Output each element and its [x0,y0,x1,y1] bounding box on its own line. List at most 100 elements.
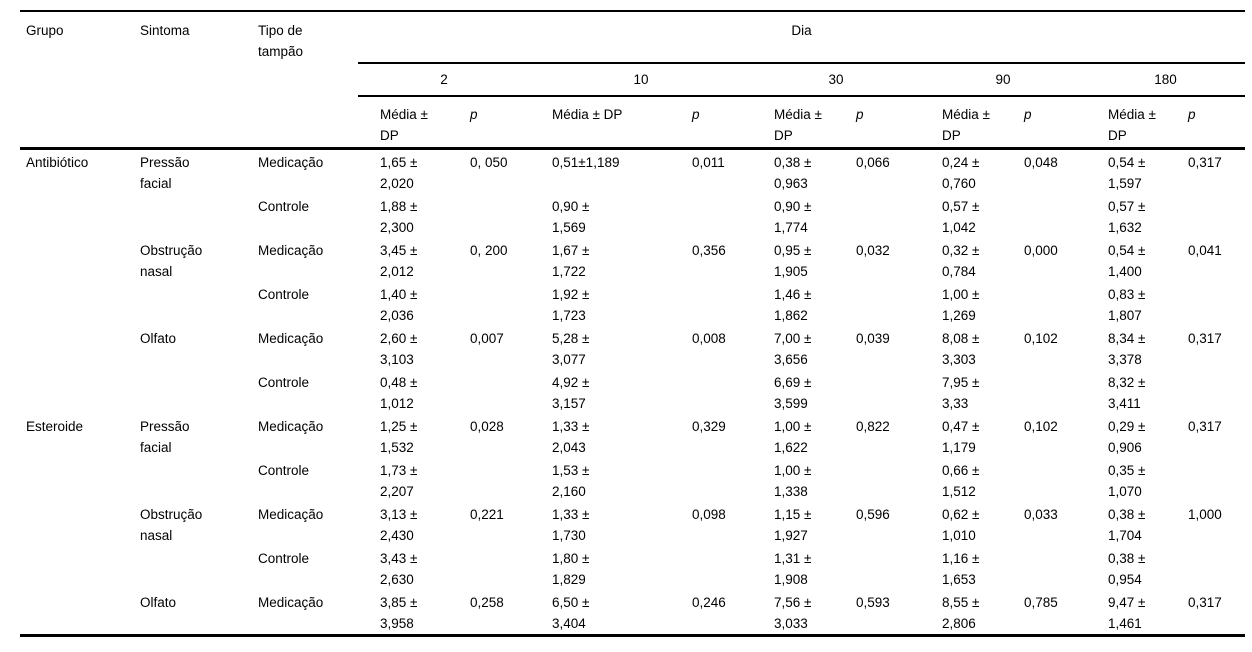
cell-tipo-tampao: Controle [258,550,310,566]
cell-media-dp: 0,57 ± 1,632 [1108,198,1146,235]
cell-media-dp: 5,28 ± 3,077 [552,330,590,367]
cell-p-value: 0,028 [470,418,504,434]
cell-media-dp: 3,43 ± 2,630 [380,550,418,587]
cell-grupo [20,546,134,590]
cell-media-dp: 0,66 ± 1,512 [942,462,980,499]
cell-media-dp: 0,35 ± 1,070 [1108,462,1146,499]
day-col-header-10: 10 [530,63,752,97]
table-row: Controle 1,40 ± 2,036 1,92 ± 1,723 1,46 … [20,282,1245,326]
cell-media-dp: 0,57 ± 1,042 [942,198,980,235]
cell-p-value: 0,048 [1024,154,1058,170]
cell-p-value: 0,221 [470,506,504,522]
cell-p-value: 0,246 [692,594,726,610]
cell-sintoma [134,194,252,238]
cell-p-value: 0, 200 [470,242,508,258]
cell-p-value: 0,596 [856,506,890,522]
cell-p-value: 0,102 [1024,330,1058,346]
cell-tipo-tampao: Medicação [258,418,324,434]
subheader-media-dp: Média ± DP [358,96,448,150]
cell-media-dp: 0,83 ± 1,807 [1108,286,1146,323]
cell-media-dp: 0,29 ± 0,906 [1108,418,1146,455]
cell-p-value: 0,008 [692,330,726,346]
col-header-grupo: Grupo [20,11,134,150]
cell-p-value [1002,546,1086,590]
cell-p-value [1002,458,1086,502]
cell-tipo-tampao: Controle [258,374,310,390]
cell-tipo-tampao: Medicação [258,330,324,346]
cell-sintoma: Pressão facial [140,154,190,191]
cell-media-dp: 0,24 ± 0,760 [942,154,980,191]
cell-p-value: 0,317 [1188,330,1222,346]
cell-media-dp: 0,47 ± 1,179 [942,418,980,455]
cell-media-dp: 3,13 ± 2,430 [380,506,418,543]
cell-p-value: 0,041 [1188,242,1222,258]
cell-media-dp: 8,08 ± 3,303 [942,330,980,367]
cell-p-value: 0,317 [1188,418,1222,434]
table-row: Obstrução nasal Medicação 3,45 ± 2,012 0… [20,238,1245,282]
cell-grupo [20,502,134,546]
symptom-scores-table: Grupo Sintoma Tipo de tampão Dia 2 10 30… [20,10,1246,637]
cell-grupo [20,238,134,282]
cell-media-dp: 9,47 ± 1,461 [1108,594,1146,631]
subheader-media-dp: Média ± DP [1086,96,1166,150]
cell-p-value: 0,033 [1024,506,1058,522]
cell-grupo [20,370,134,414]
cell-media-dp: 7,56 ± 3,033 [774,594,812,631]
cell-p-value [1002,282,1086,326]
cell-media-dp: 0,90 ± 1,774 [774,198,812,235]
cell-media-dp: 6,50 ± 3,404 [552,594,590,631]
cell-media-dp: 1,73 ± 2,207 [380,462,418,499]
cell-p-value: 0,822 [856,418,890,434]
cell-grupo [20,282,134,326]
col-header-sintoma: Sintoma [134,11,252,150]
cell-media-dp: 3,85 ± 3,958 [380,594,418,631]
cell-p-value [834,282,920,326]
cell-p-value [448,458,530,502]
table-row: Controle 3,43 ± 2,630 1,80 ± 1,829 1,31 … [20,546,1245,590]
cell-media-dp: 1,25 ± 1,532 [380,418,418,455]
cell-media-dp: 0,51±1,189 [552,154,620,170]
table-row: Controle 1,73 ± 2,207 1,53 ± 2,160 1,00 … [20,458,1245,502]
subheader-p: p [834,96,920,150]
cell-media-dp: 7,00 ± 3,656 [774,330,812,367]
cell-sintoma: Obstrução nasal [140,242,203,279]
day-col-header-90: 90 [920,63,1086,97]
cell-p-value: 0,258 [470,594,504,610]
cell-p-value [1166,546,1245,590]
cell-media-dp: 8,55 ± 2,806 [942,594,980,631]
cell-media-dp: 0,38 ± 0,963 [774,154,812,191]
cell-media-dp: 0,32 ± 0,784 [942,242,980,279]
cell-media-dp: 1,33 ± 2,043 [552,418,590,455]
cell-p-value [834,194,920,238]
cell-media-dp: 8,34 ± 3,378 [1108,330,1146,367]
day-col-header-2: 2 [358,63,530,97]
cell-media-dp: 1,67 ± 1,722 [552,242,590,279]
cell-media-dp: 0,95 ± 1,905 [774,242,812,279]
cell-media-dp: 1,65 ± 2,020 [380,154,418,191]
cell-grupo [20,590,134,636]
cell-media-dp: 0,62 ± 1,010 [942,506,980,543]
cell-p-value: 0,329 [692,418,726,434]
subheader-media-dp: Média ± DP [752,96,834,150]
cell-p-value [1002,194,1086,238]
cell-grupo [20,458,134,502]
table-row: Olfato Medicação 2,60 ± 3,103 0,007 5,28… [20,326,1245,370]
cell-media-dp: 1,16 ± 1,653 [942,550,980,587]
cell-p-value [1166,194,1245,238]
table-row: Controle 0,48 ± 1,012 4,92 ± 3,157 6,69 … [20,370,1245,414]
cell-p-value: 0,011 [692,154,725,170]
cell-p-value [670,282,752,326]
subheader-media-dp: Média ± DP [530,96,670,150]
cell-sintoma [134,458,252,502]
cell-media-dp: 3,45 ± 2,012 [380,242,418,279]
table-row: Esteroide Pressão facial Medicação 1,25 … [20,414,1245,458]
cell-grupo [20,326,134,370]
cell-media-dp: 0,48 ± 1,012 [380,374,418,411]
cell-p-value [670,370,752,414]
col-header-tipo-tampao: Tipo de tampão [252,11,358,150]
cell-media-dp: 1,40 ± 2,036 [380,286,418,323]
cell-p-value [670,458,752,502]
cell-media-dp: 1,88 ± 2,300 [380,198,418,235]
cell-media-dp: 8,32 ± 3,411 [1108,374,1146,411]
cell-p-value [448,194,530,238]
